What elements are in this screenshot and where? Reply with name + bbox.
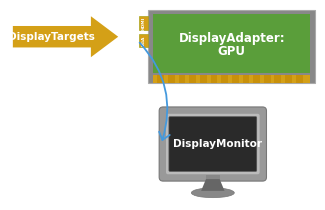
- Bar: [178, 75, 186, 83]
- Bar: [232, 75, 239, 83]
- Polygon shape: [201, 179, 225, 191]
- Bar: [157, 75, 164, 83]
- Bar: [211, 75, 217, 83]
- Bar: [264, 75, 271, 83]
- Bar: [296, 75, 303, 83]
- Text: GPU: GPU: [218, 45, 246, 58]
- Bar: [189, 75, 196, 83]
- Text: DisplayTargets: DisplayTargets: [8, 32, 95, 42]
- FancyBboxPatch shape: [159, 107, 266, 181]
- Bar: [242, 75, 249, 83]
- FancyArrowPatch shape: [140, 43, 170, 140]
- Text: VGA: VGA: [142, 35, 146, 46]
- Bar: [275, 75, 281, 83]
- Bar: [153, 14, 310, 73]
- FancyBboxPatch shape: [166, 114, 260, 174]
- Text: DisplayMonitor: DisplayMonitor: [173, 139, 262, 149]
- Bar: [253, 75, 260, 83]
- Ellipse shape: [191, 188, 234, 198]
- Bar: [139, 16, 149, 30]
- Bar: [285, 75, 292, 83]
- Bar: [149, 10, 315, 83]
- FancyBboxPatch shape: [169, 117, 257, 171]
- Bar: [168, 75, 175, 83]
- Text: DisplayAdapter:: DisplayAdapter:: [178, 32, 285, 45]
- Bar: [153, 75, 310, 83]
- Polygon shape: [13, 16, 118, 57]
- Text: HDMI: HDMI: [142, 16, 146, 30]
- Bar: [139, 34, 149, 47]
- Bar: [206, 175, 220, 191]
- Bar: [221, 75, 228, 83]
- Bar: [200, 75, 207, 83]
